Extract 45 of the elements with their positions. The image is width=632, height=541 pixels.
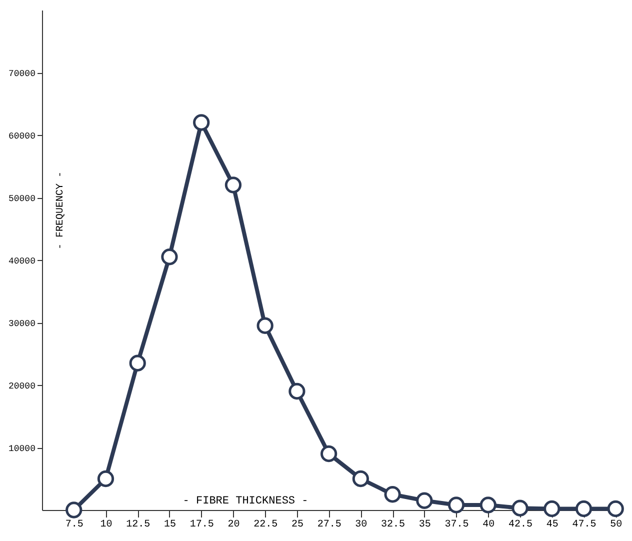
point: [224, 176, 242, 194]
x-tick-label: 27.5: [317, 520, 342, 530]
y-tick-label: 60000: [8, 132, 36, 142]
x-tick-label: 22.5: [254, 520, 278, 530]
point: [129, 354, 146, 372]
point: [544, 500, 560, 518]
x-tick-label: 20: [228, 520, 240, 530]
y-tick-label: 40000: [8, 256, 36, 266]
y-tick-label: 70000: [8, 69, 36, 79]
point: [384, 486, 401, 503]
point: [320, 445, 338, 462]
point: [161, 248, 178, 266]
point: [575, 500, 592, 518]
y-axis-title: - FREQUENCY -: [56, 171, 66, 250]
point: [352, 470, 369, 488]
x-tick-label: 47.5: [572, 520, 596, 530]
x-tick-label: 15: [164, 520, 176, 530]
x-tick-label: 37.5: [444, 520, 469, 530]
x-tick-label: 40: [482, 520, 495, 530]
x-tick-label: 25: [291, 520, 304, 530]
y-tick-label: 30000: [8, 319, 36, 329]
point: [288, 382, 306, 400]
x-axis-title: - FIBRE THICKNESS -: [182, 496, 308, 508]
x-tick-label: 35: [418, 520, 431, 530]
point: [480, 496, 496, 514]
point: [256, 317, 274, 334]
point: [66, 502, 82, 518]
x-tick-label: 45: [546, 520, 558, 530]
x-tick-label: 50: [610, 520, 622, 530]
point: [193, 114, 210, 131]
y-tick-label: 20000: [8, 382, 36, 392]
x-tick-label: 32.5: [381, 520, 406, 530]
point: [448, 496, 465, 514]
y-tick-label: 10000: [8, 444, 36, 454]
x-tick-label: 12.5: [126, 520, 150, 530]
x-tick-label: 42.5: [508, 520, 533, 530]
y-tick-label: 50000: [8, 194, 36, 204]
x-tick-label: 30: [355, 520, 368, 530]
x-tick-label: 10: [100, 520, 112, 530]
x-tick-label: 7.5: [65, 520, 84, 530]
point: [416, 492, 433, 509]
point: [512, 500, 528, 516]
point: [97, 470, 114, 488]
point: [607, 500, 624, 518]
x-tick-label: 17.5: [190, 520, 214, 530]
